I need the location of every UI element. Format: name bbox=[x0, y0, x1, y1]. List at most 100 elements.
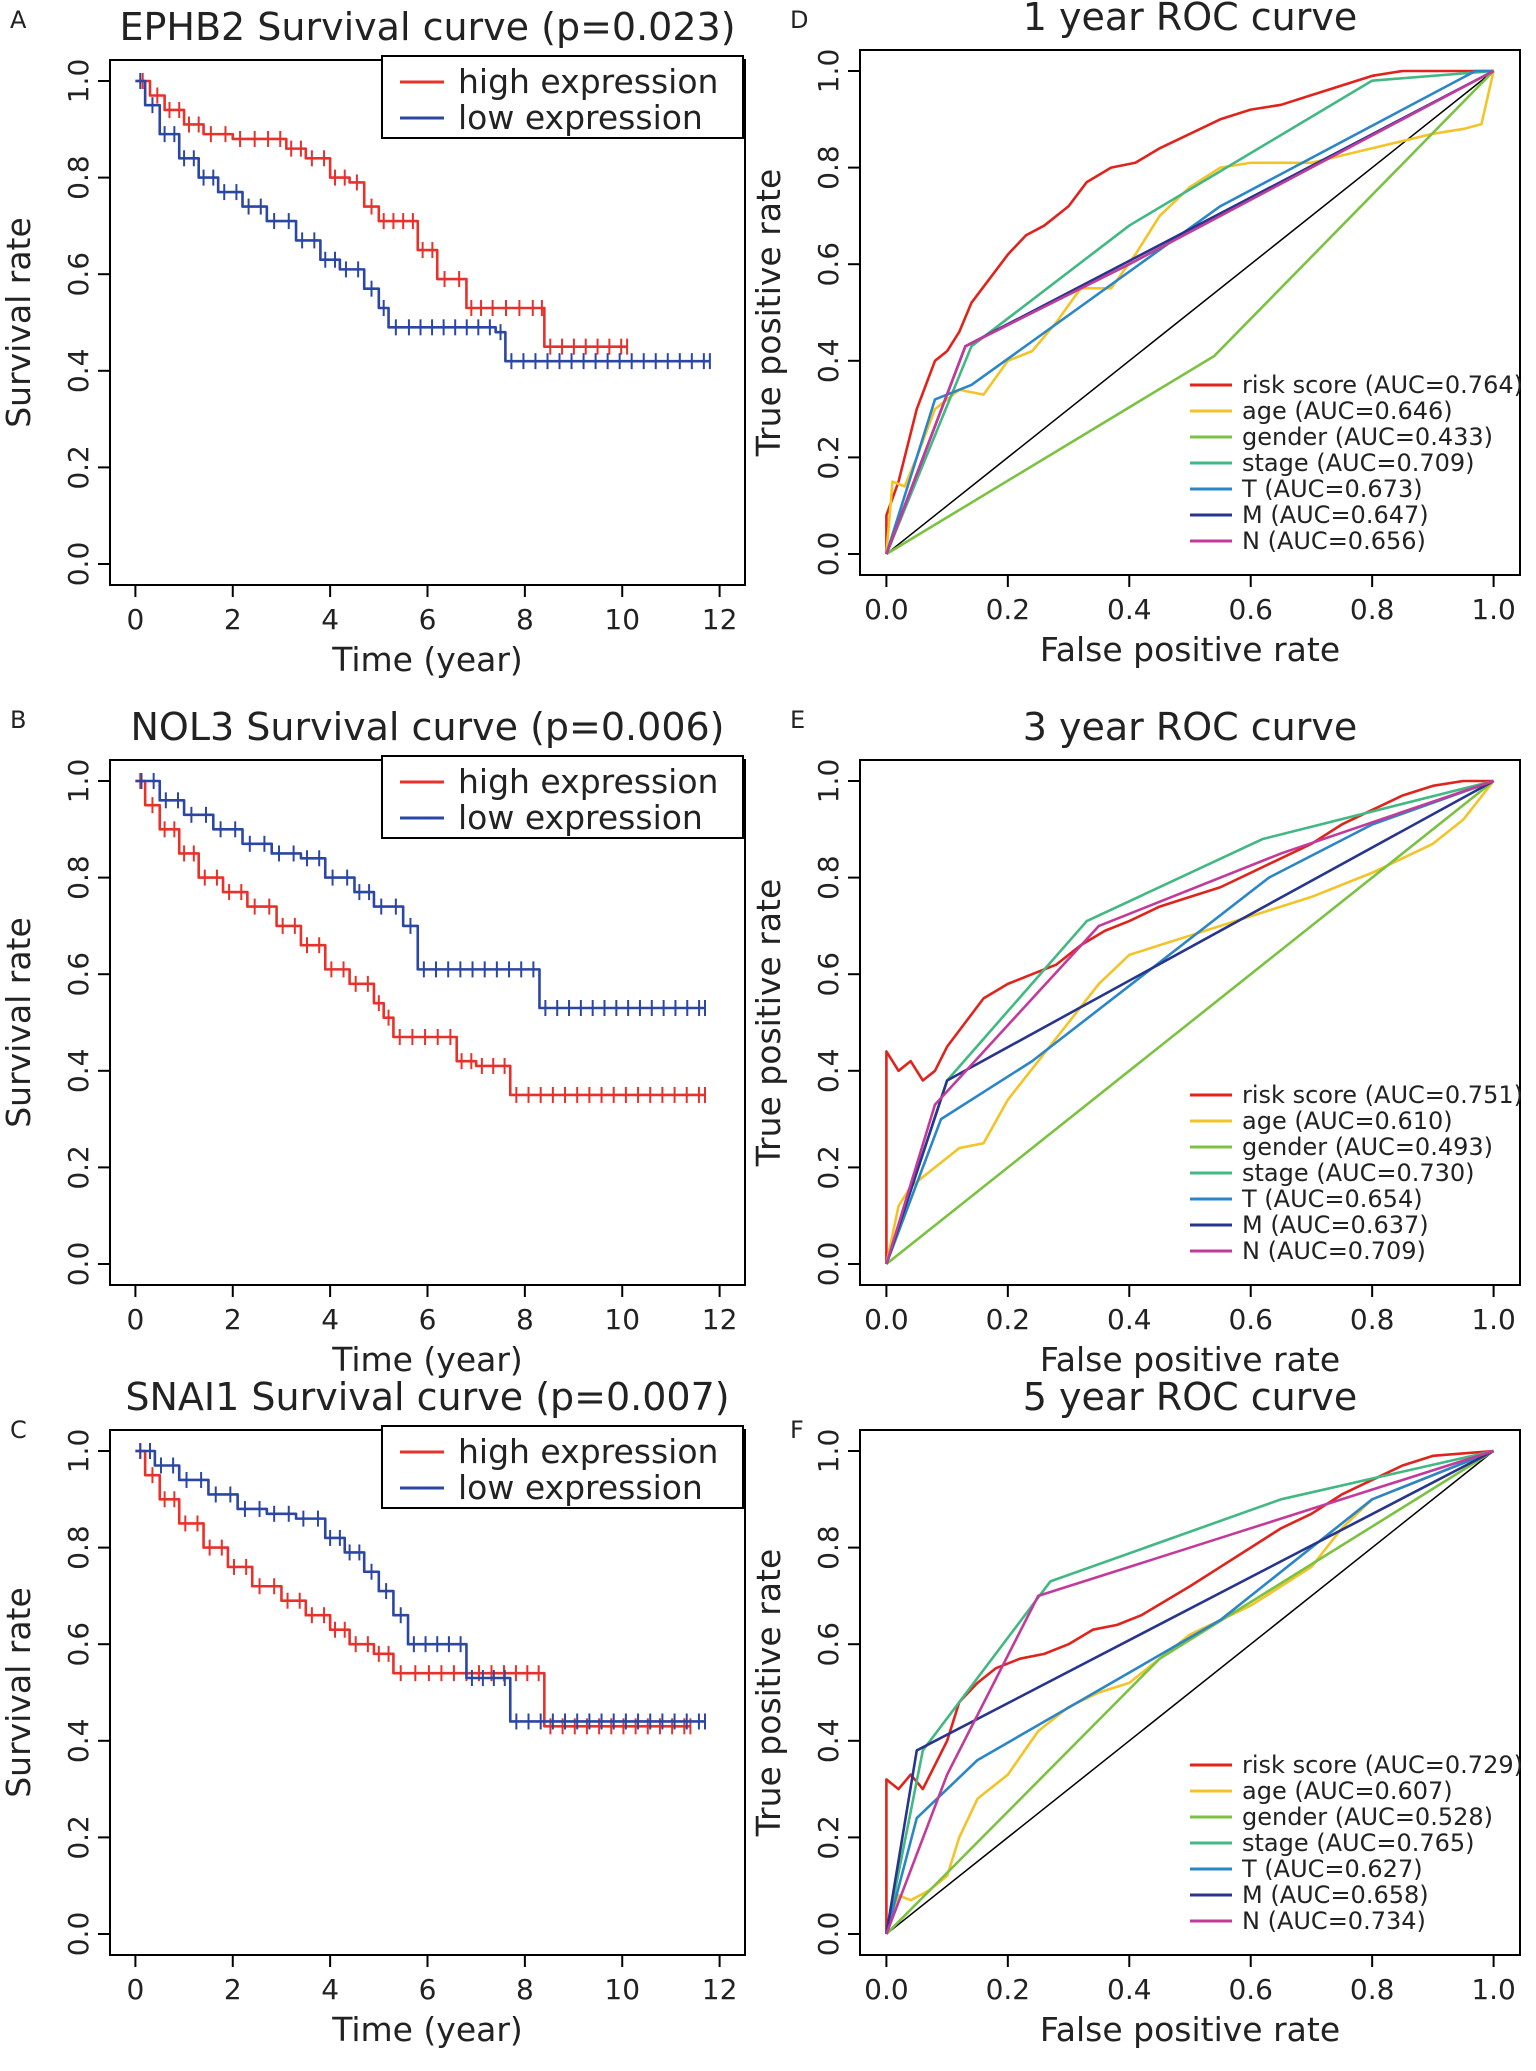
series-line-M bbox=[885, 1449, 1495, 1935]
series-line-low bbox=[135, 1449, 705, 1723]
x-tick-label: 6 bbox=[419, 1303, 437, 1336]
x-tick-label: 8 bbox=[516, 603, 534, 636]
y-axis-label: True positive rate bbox=[749, 169, 788, 458]
legend-label: risk score (AUC=0.751) bbox=[1242, 1081, 1523, 1109]
y-tick-label: 0.2 bbox=[812, 1815, 845, 1860]
x-tick-label: 2 bbox=[224, 603, 242, 636]
x-tick-label: 12 bbox=[702, 603, 738, 636]
panel-letter: A bbox=[10, 6, 27, 34]
y-tick-label: 0.4 bbox=[62, 1049, 95, 1094]
x-tick-label: 1.0 bbox=[1471, 1303, 1516, 1336]
x-tick-label: 10 bbox=[604, 1973, 640, 2006]
panel-C: C SNAI1 Survival curve (p=0.007) 0 2 4 6 8 10 12… bbox=[0, 1375, 746, 2049]
y-tick-label: 0.2 bbox=[812, 435, 845, 480]
y-tick-label: 0.2 bbox=[62, 445, 95, 490]
x-tick-label: 0.4 bbox=[1107, 593, 1152, 626]
x-tick-label: 0.4 bbox=[1107, 1973, 1152, 2006]
series-line-N bbox=[885, 69, 1495, 555]
chart-title: SNAI1 Survival curve (p=0.007) bbox=[125, 1375, 729, 1419]
panel-letter: C bbox=[10, 1416, 27, 1444]
legend-box bbox=[381, 755, 744, 839]
y-tick-label: 0.8 bbox=[62, 855, 95, 900]
legend-label: age (AUC=0.607) bbox=[1242, 1777, 1453, 1805]
y-tick-label: 0.0 bbox=[62, 1242, 95, 1287]
legend-label: M (AUC=0.647) bbox=[1242, 501, 1429, 529]
x-axis-label: False positive rate bbox=[1040, 2010, 1340, 2049]
x-tick-label: 8 bbox=[516, 1303, 534, 1336]
legend-label: stage (AUC=0.765) bbox=[1242, 1829, 1475, 1857]
x-axis-label: Time (year) bbox=[331, 1340, 523, 1379]
legend-label: stage (AUC=0.709) bbox=[1242, 449, 1475, 477]
y-tick-label: 1.0 bbox=[812, 1429, 845, 1474]
legend-label: age (AUC=0.610) bbox=[1242, 1107, 1453, 1135]
series-line-N bbox=[885, 1449, 1494, 1935]
x-tick-label: 0 bbox=[126, 1303, 144, 1336]
y-tick-label: 0.4 bbox=[62, 349, 95, 394]
x-tick-label: 6 bbox=[419, 1973, 437, 2006]
y-tick-label: 1.0 bbox=[812, 49, 845, 94]
y-axis-label: Survival rate bbox=[0, 217, 38, 428]
x-tick-label: 6 bbox=[419, 603, 437, 636]
panel-letter: F bbox=[790, 1416, 804, 1444]
series-line-age bbox=[885, 780, 1495, 1265]
legend-label: T (AUC=0.627) bbox=[1241, 1855, 1423, 1883]
series-line-low bbox=[135, 79, 710, 363]
legend-box bbox=[381, 1425, 744, 1509]
panel-D: D 1 year ROC curve 0.0 0.2 0.4 0.6 0.8 1.0 0.0 0.… bbox=[749, 0, 1523, 669]
y-tick-label: 0.4 bbox=[812, 1049, 845, 1094]
series-line-M bbox=[885, 779, 1495, 1265]
y-tick-label: 0.6 bbox=[812, 1622, 845, 1667]
legend-label: T (AUC=0.673) bbox=[1241, 475, 1423, 503]
diagonal-reference-line bbox=[885, 1450, 1495, 1935]
series-line-high bbox=[135, 79, 628, 348]
x-tick-label: 0 bbox=[126, 603, 144, 636]
y-axis-label: Survival rate bbox=[0, 1587, 38, 1798]
series-line-low bbox=[135, 779, 705, 1010]
series-line-risk-score bbox=[885, 1449, 1494, 1934]
series-line-stage bbox=[885, 69, 1494, 555]
y-tick-label: 1.0 bbox=[812, 759, 845, 804]
y-tick-label: 0.8 bbox=[812, 855, 845, 900]
y-tick-label: 0.6 bbox=[812, 952, 845, 997]
y-tick-label: 0.8 bbox=[812, 145, 845, 190]
panel-letter: B bbox=[10, 706, 26, 734]
panel-E: E 3 year ROC curve 0.0 0.2 0.4 0.6 0.8 1.0 0.0 0.… bbox=[749, 705, 1523, 1379]
series-line-age bbox=[885, 70, 1495, 555]
chart-title: 1 year ROC curve bbox=[1023, 0, 1358, 39]
x-tick-label: 0 bbox=[126, 1973, 144, 2006]
series-line-T bbox=[885, 69, 1494, 555]
x-tick-label: 0.0 bbox=[864, 593, 909, 626]
legend-label: risk score (AUC=0.729) bbox=[1242, 1751, 1523, 1779]
x-tick-label: 0.2 bbox=[986, 593, 1031, 626]
x-tick-label: 0.6 bbox=[1228, 1973, 1273, 2006]
x-tick-label: 8 bbox=[516, 1973, 534, 2006]
y-tick-label: 0.0 bbox=[62, 1912, 95, 1957]
x-tick-label: 1.0 bbox=[1471, 1973, 1516, 2006]
x-tick-label: 1.0 bbox=[1471, 593, 1516, 626]
legend-label: gender (AUC=0.493) bbox=[1242, 1133, 1493, 1161]
legend-label: N (AUC=0.656) bbox=[1242, 527, 1426, 555]
chart-title: 3 year ROC curve bbox=[1023, 705, 1358, 749]
x-tick-label: 0.2 bbox=[986, 1303, 1031, 1336]
x-tick-label: 4 bbox=[321, 603, 339, 636]
x-tick-label: 0.4 bbox=[1107, 1303, 1152, 1336]
x-axis-label: False positive rate bbox=[1040, 1340, 1340, 1379]
x-axis-label: Time (year) bbox=[331, 640, 523, 679]
panel-F: F 5 year ROC curve 0.0 0.2 0.4 0.6 0.8 1.0 0.0 0.… bbox=[749, 1375, 1523, 2049]
diagonal-reference-line bbox=[885, 70, 1495, 555]
series-line-gender bbox=[885, 70, 1495, 556]
legend-label: low expression bbox=[458, 98, 703, 137]
chart-title: NOL3 Survival curve (p=0.006) bbox=[131, 705, 725, 749]
series-line-N bbox=[885, 779, 1495, 1265]
x-tick-label: 0.8 bbox=[1350, 1303, 1395, 1336]
x-tick-label: 0.0 bbox=[864, 1303, 909, 1336]
x-tick-label: 0.6 bbox=[1228, 1303, 1273, 1336]
legend-label: M (AUC=0.658) bbox=[1242, 1881, 1429, 1909]
legend-label: low expression bbox=[458, 798, 703, 837]
y-tick-label: 0.2 bbox=[62, 1145, 95, 1190]
y-tick-label: 0.0 bbox=[62, 542, 95, 587]
y-axis-label: Survival rate bbox=[0, 917, 38, 1128]
